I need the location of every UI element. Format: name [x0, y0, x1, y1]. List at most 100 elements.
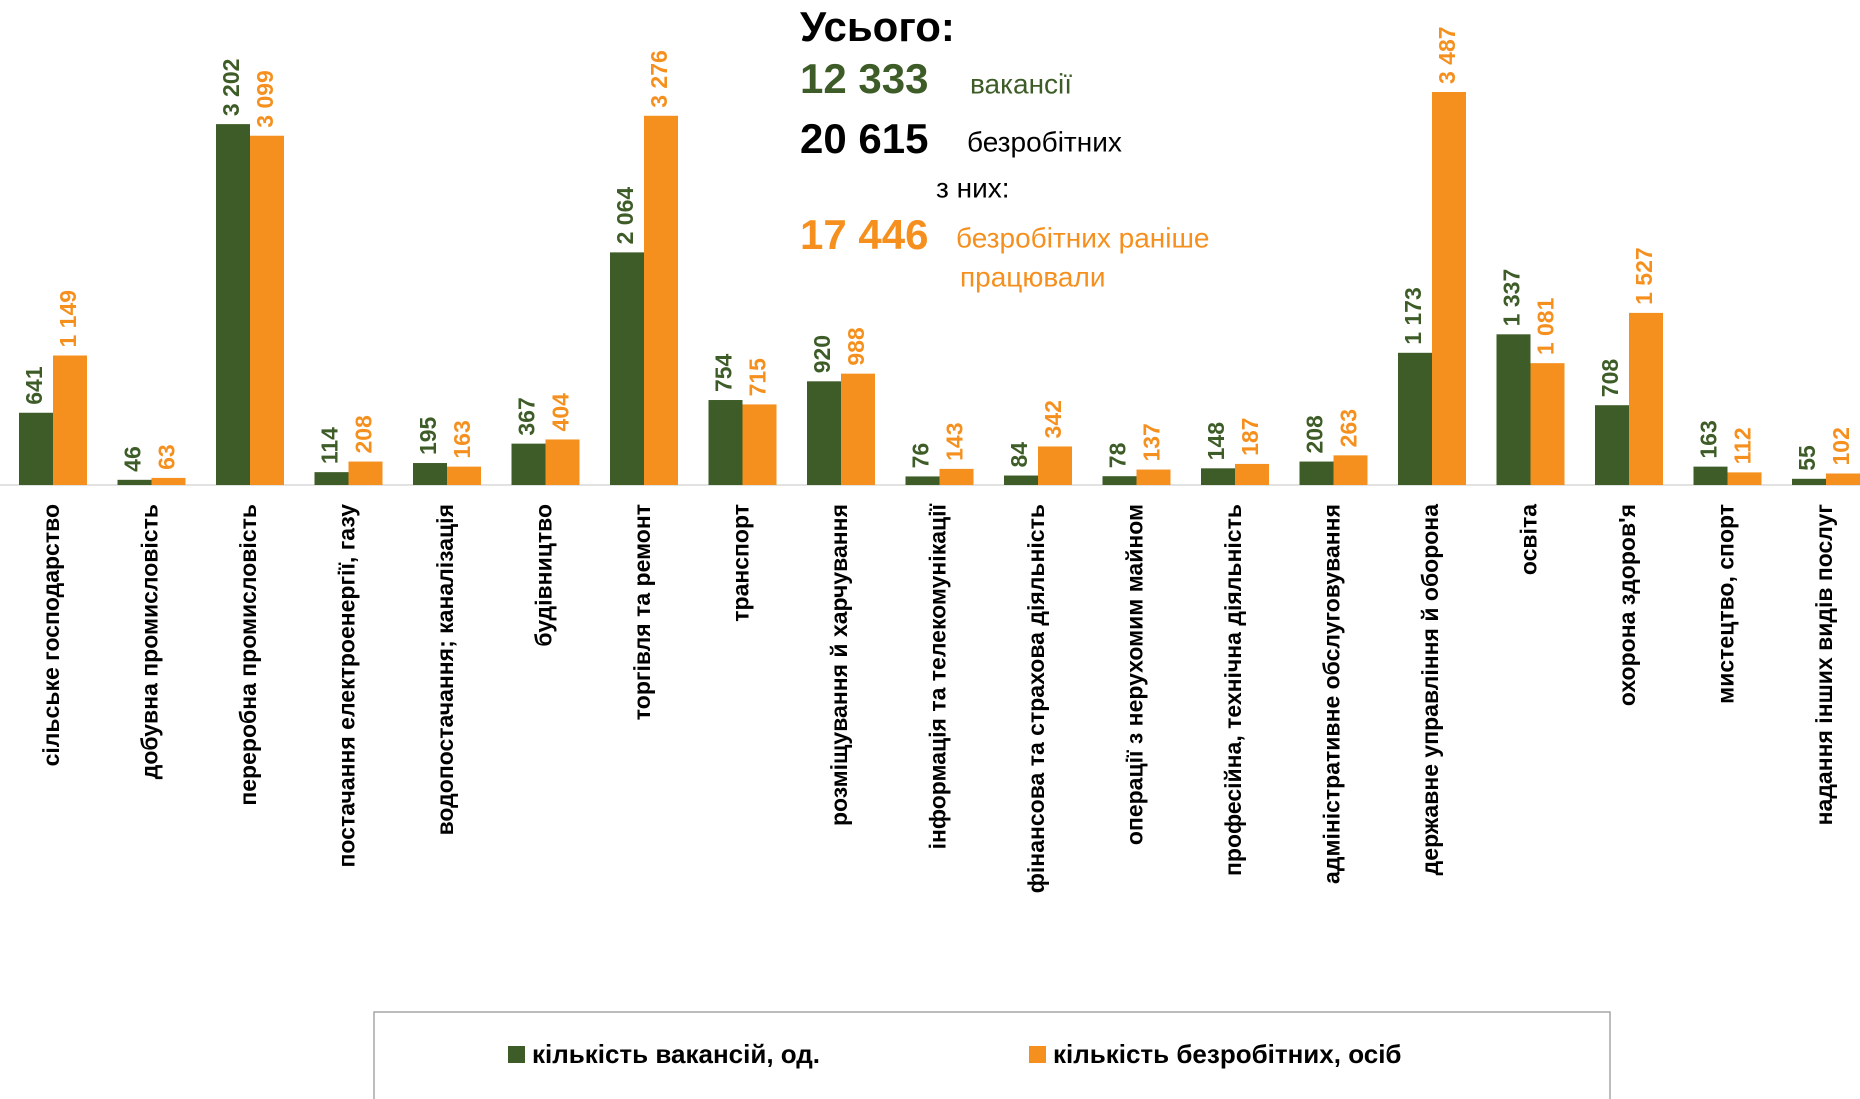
summary-text: вакансії: [970, 68, 1072, 99]
x-tick-label: мистецтво, спорт: [1713, 504, 1739, 704]
x-tick-label: розміщування й харчування: [826, 504, 852, 826]
x-tick-label: переробна промисловість: [235, 504, 261, 806]
summary-title: Усього:: [800, 3, 955, 50]
data-label: 1 173: [1400, 287, 1426, 345]
x-tick-label: торгівля та ремонт: [629, 504, 655, 720]
x-tick-label: транспорт: [728, 504, 754, 622]
x-tick-label: надання інших видів послуг: [1811, 504, 1837, 825]
data-label: 195: [415, 416, 441, 455]
data-label: 78: [1105, 442, 1131, 468]
bar: [742, 404, 777, 485]
bar: [1333, 455, 1368, 485]
data-label: 55: [1794, 445, 1820, 471]
bar: [314, 472, 349, 485]
data-label: 208: [1302, 415, 1328, 454]
summary-text: безробітних раніше: [956, 222, 1210, 253]
summary: Усього: 12 333 вакансії 20 615 безробітн…: [800, 3, 1210, 292]
bar: [1136, 469, 1171, 485]
x-tick-label: будівництво: [531, 504, 557, 647]
data-label: 920: [809, 335, 835, 373]
summary-number: 20 615: [800, 115, 928, 162]
data-label: 163: [449, 420, 475, 458]
data-label: 187: [1237, 418, 1263, 456]
bar: [19, 412, 53, 485]
legend-box: [373, 1011, 1611, 1099]
data-label: 163: [1696, 420, 1722, 458]
summary-text: з них:: [936, 172, 1010, 203]
bar: [1201, 468, 1235, 485]
bar: [610, 252, 644, 485]
x-tick-label: добувна промисловість: [137, 504, 163, 779]
data-label: 208: [351, 415, 377, 454]
legend-label: кількість вакансій, од.: [532, 1039, 820, 1069]
bar: [545, 439, 580, 485]
x-tick-label: інформація та телекомунікації: [925, 503, 951, 849]
data-label: 367: [514, 397, 540, 435]
bar: [216, 124, 250, 486]
data-label: 3 099: [252, 70, 278, 128]
bar: [1693, 466, 1728, 485]
bar: [447, 466, 481, 485]
x-tick-label: охорона здоров'я: [1614, 504, 1640, 706]
data-label: 1 149: [55, 290, 81, 348]
data-label: 114: [317, 427, 343, 464]
bar: [1826, 473, 1860, 485]
data-label: 715: [745, 358, 771, 397]
bar: [151, 477, 186, 485]
bar: [413, 463, 447, 485]
bar: [905, 476, 940, 485]
data-label: 3 202: [218, 59, 244, 117]
data-label: 1 081: [1533, 297, 1559, 355]
data-label: 84: [1006, 442, 1032, 468]
data-label: 143: [942, 423, 968, 461]
x-tick-label: адміністративне обслуговування: [1319, 504, 1345, 884]
data-label: 2 064: [612, 187, 638, 245]
bar: [939, 468, 974, 485]
bar: [807, 381, 841, 485]
bar: [1102, 476, 1137, 485]
data-label: 3 276: [646, 50, 672, 108]
data-label: 102: [1828, 427, 1854, 465]
data-label: 708: [1597, 359, 1623, 398]
data-label: 263: [1336, 409, 1362, 447]
bar: [1496, 334, 1531, 485]
bar: [1727, 472, 1762, 485]
data-label: 148: [1203, 422, 1229, 461]
bar: [250, 135, 284, 485]
bar: [117, 479, 152, 485]
bar: [1038, 446, 1072, 485]
bar: [1530, 363, 1565, 485]
x-tick-label: постачання електроенергії, газу: [334, 504, 360, 868]
bar: [1432, 92, 1466, 485]
data-label: 754: [711, 353, 737, 392]
bar: [841, 373, 875, 485]
bar: [644, 115, 678, 486]
data-label: 137: [1139, 423, 1165, 461]
x-tick-label: освіта: [1516, 504, 1542, 575]
bar: [1792, 478, 1826, 485]
data-label: 641: [21, 366, 47, 405]
x-tick-label: фінансова та страхова діяльність: [1023, 504, 1049, 893]
legend-swatch: [508, 1046, 525, 1063]
legend-swatch: [1029, 1046, 1046, 1063]
bar: [1004, 475, 1038, 485]
x-tick-label: операції з нерухомим майном: [1122, 504, 1148, 845]
data-label: 1 337: [1499, 269, 1525, 327]
summary-number: 12 333: [800, 55, 928, 102]
data-label: 112: [1730, 427, 1756, 464]
data-label: 1 527: [1631, 247, 1657, 305]
data-label: 76: [908, 443, 934, 469]
legend-label: кількість безробітних, осіб: [1053, 1039, 1401, 1069]
bar: [511, 443, 546, 485]
x-tick-label: водопостачання; каналізація: [432, 504, 458, 835]
data-label: 404: [548, 393, 574, 432]
bar: [1398, 352, 1432, 485]
x-tick-label: сільське господарство: [38, 504, 64, 766]
summary-text: працювали: [960, 261, 1105, 292]
bar: [1299, 461, 1334, 485]
bar: [1629, 312, 1663, 485]
bar: [708, 400, 743, 485]
data-label: 988: [843, 327, 869, 366]
data-label: 46: [120, 446, 146, 472]
